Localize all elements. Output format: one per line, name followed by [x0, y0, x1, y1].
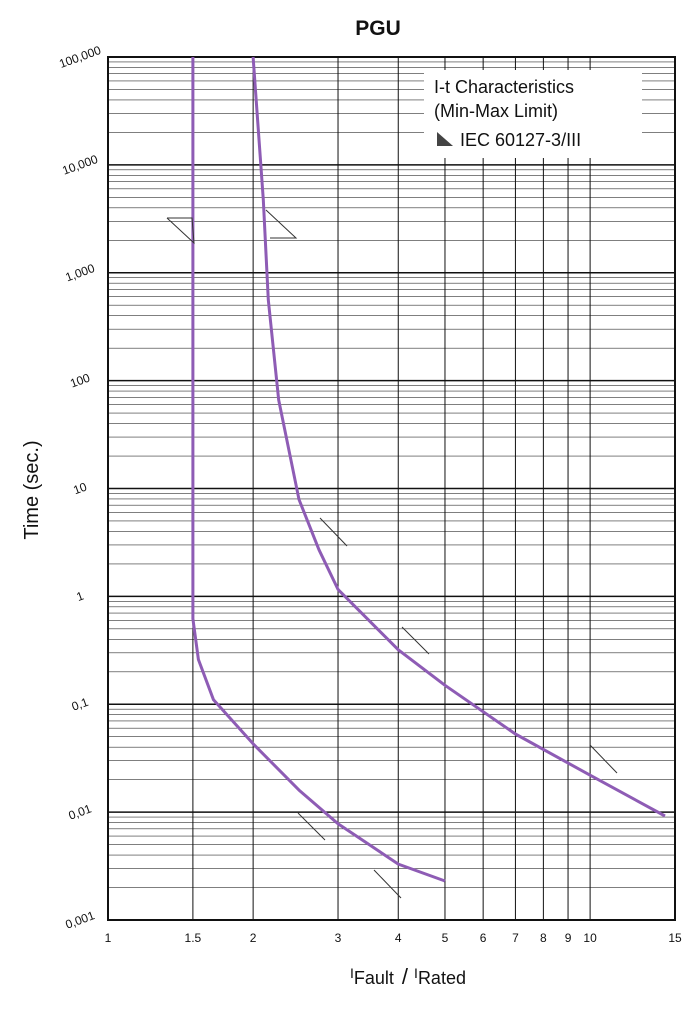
hatch: [166, 217, 195, 245]
hatch: [589, 744, 618, 774]
curve: [191, 57, 446, 883]
y-axis-label: Time (sec.): [21, 440, 43, 539]
hatch: [265, 209, 298, 239]
x-label-part: I: [414, 965, 418, 981]
x-label-part: Fault: [354, 968, 394, 988]
icon: [437, 132, 453, 146]
curve: [251, 56, 666, 818]
x-label-part: Rated: [418, 968, 466, 988]
y-tick-label: 1: [74, 589, 85, 605]
y-tick-label: 10: [71, 480, 89, 498]
hatch-marks: [166, 209, 618, 899]
annotation-line: I-t Characteristics: [434, 77, 574, 97]
x-tick-label: 1: [105, 931, 112, 945]
x-tick-label: 7: [512, 931, 519, 945]
x-tick-label: 5: [442, 931, 449, 945]
curves: [191, 56, 666, 883]
y-tick-label: 100: [68, 371, 92, 391]
x-tick-label: 15: [668, 931, 682, 945]
x-tick-label: 10: [583, 931, 597, 945]
annotation-line: IEC 60127-3/III: [460, 130, 581, 150]
y-tick-label: 0,1: [70, 695, 91, 714]
x-tick-label: 8: [540, 931, 547, 945]
x-tick-label: 2: [250, 931, 257, 945]
x-tick-label: 6: [480, 931, 487, 945]
hatch: [297, 812, 326, 841]
plot-frame: [107, 56, 676, 921]
hatch: [319, 517, 348, 547]
annotation-line: (Min-Max Limit): [434, 101, 558, 121]
x-label-part: /: [402, 964, 409, 989]
x-tick-label: 1.5: [185, 931, 202, 945]
annotation-box: I-t Characteristics (Min-Max Limit) IEC …: [424, 70, 642, 158]
x-tick-label: 3: [335, 931, 342, 945]
annotation-bg: [424, 70, 642, 158]
chart-title: PGU: [355, 17, 401, 40]
x-label-part: I: [350, 965, 354, 981]
hatch: [401, 626, 430, 655]
x-tick-label: 4: [395, 931, 402, 945]
grid: [107, 56, 676, 921]
hatch: [373, 869, 402, 899]
x-axis-label: IFault / IRated: [350, 964, 466, 989]
x-tick-label: 9: [565, 931, 572, 945]
